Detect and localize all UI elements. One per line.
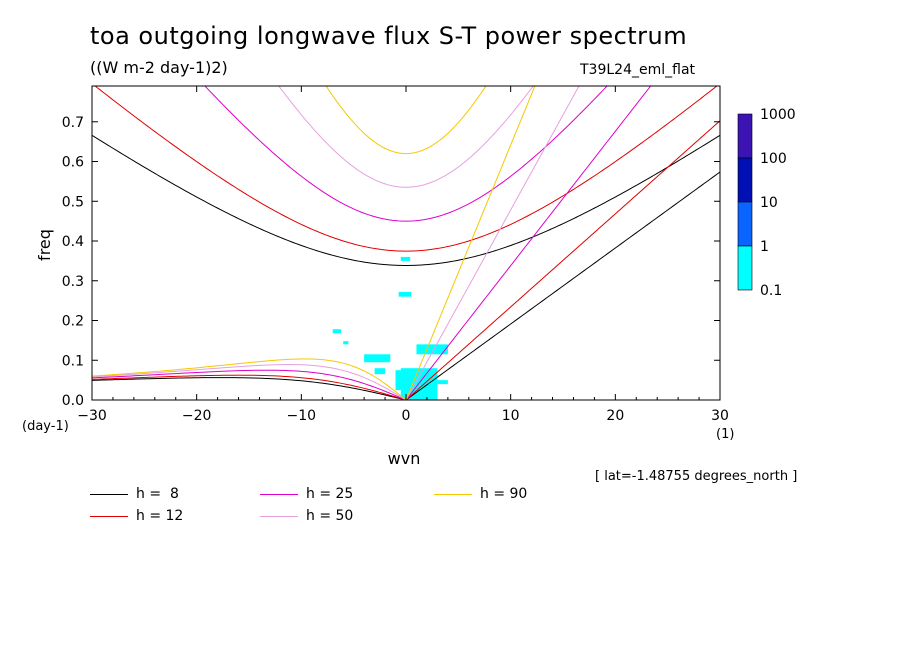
legend: h = 8 h = 12 h = 25 h = 50 h = 90	[90, 486, 570, 526]
power-fill-region	[343, 341, 349, 345]
curve-rossby-h90	[92, 358, 407, 400]
curve-ig-h25	[204, 86, 608, 222]
power-fill-region	[374, 368, 386, 375]
x-tick-label: −20	[182, 408, 212, 424]
y-tick-label: 0.7	[62, 115, 84, 131]
x-unit-label: (1)	[716, 427, 734, 442]
latitude-note: [ lat=-1.48755 degrees_north ]	[595, 469, 798, 484]
y-tick-label: 0.2	[62, 314, 84, 330]
power-fill-region	[398, 291, 412, 297]
legend-label: h = 25	[306, 486, 354, 502]
run-label: T39L24_eml_flat	[580, 62, 696, 78]
y-tick-label: 0.0	[62, 393, 84, 409]
spectrum-chart: −30 −20 −10 0 10 20 30 0.0 0.1 0.2 0.3 0.4 0.5 0.6 0.7…	[22, 85, 796, 468]
legend-swatch	[260, 494, 298, 495]
x-tick-label: −10	[287, 408, 317, 424]
y-tick-label: 0.4	[62, 234, 84, 250]
power-fill-region	[364, 354, 391, 363]
y-tick-label: 0.5	[62, 194, 84, 210]
colorbar-label: 0.1	[760, 283, 782, 299]
dispersion-curves	[92, 86, 720, 400]
y-unit-label: (day-1)	[22, 419, 69, 434]
legend-swatch	[90, 516, 128, 517]
curve-ig-h8	[92, 134, 720, 266]
x-tick-label: 10	[502, 408, 520, 424]
chart-subtitle: ((W m-2 day-1)2)	[90, 58, 228, 77]
curve-kelvin-h90	[405, 86, 536, 400]
colorbar-segment	[737, 201, 753, 247]
curve-rossby-h12	[92, 374, 407, 400]
plot-frame	[91, 85, 721, 401]
colorbar-segment	[737, 245, 753, 291]
legend-swatch	[260, 516, 298, 517]
x-tick-label: 30	[711, 408, 729, 424]
legend-label: h = 12	[136, 508, 184, 524]
y-tick-label: 0.3	[62, 274, 84, 290]
colorbar-label: 1	[760, 239, 769, 255]
legend-label: h = 8	[136, 486, 179, 502]
legend-swatch	[90, 494, 128, 495]
colorbar-segment	[737, 113, 753, 159]
colorbar-label: 1000	[760, 107, 796, 123]
curve-ig-h90	[325, 86, 487, 155]
y-tick-label: 0.6	[62, 155, 84, 171]
curve-rossby-h50	[92, 364, 407, 400]
curve-ig-h50	[278, 86, 534, 188]
curve-rossby-h8	[92, 377, 407, 400]
legend-label: h = 90	[480, 486, 528, 502]
colorbar-label: 100	[760, 151, 787, 167]
power-fill-layer	[332, 256, 448, 400]
curve-kelvin-h12	[405, 120, 720, 400]
axis-ticks: −30 −20 −10 0 10 20 30 0.0 0.1 0.2 0.3 0.4 0.5 0.6 0.7	[62, 86, 729, 424]
legend-label: h = 50	[306, 508, 354, 524]
y-axis-label: freq	[35, 229, 54, 261]
colorbar-segment	[737, 157, 753, 203]
x-tick-label: 20	[606, 408, 624, 424]
colorbar: 1000 100 10 1 0.1	[737, 107, 796, 299]
y-tick-label: 0.1	[62, 353, 84, 369]
curve-kelvin-h8	[405, 171, 720, 400]
x-tick-label: −30	[77, 408, 107, 424]
x-axis-label: wvn	[388, 449, 421, 468]
chart-title: toa outgoing longwave flux S-T power spe…	[90, 22, 688, 50]
x-tick-label: 0	[402, 408, 411, 424]
legend-swatch	[434, 494, 472, 495]
power-fill-region	[400, 256, 411, 261]
power-fill-region	[416, 344, 448, 355]
curve-kelvin-h25	[405, 86, 652, 400]
curve-ig-h12	[94, 86, 718, 252]
power-fill-region	[395, 370, 412, 391]
colorbar-label: 10	[760, 195, 778, 211]
power-fill-region	[332, 329, 342, 334]
curve-rossby-h25	[92, 369, 407, 400]
power-fill-region	[437, 380, 448, 385]
curve-kelvin-h50	[405, 86, 580, 400]
